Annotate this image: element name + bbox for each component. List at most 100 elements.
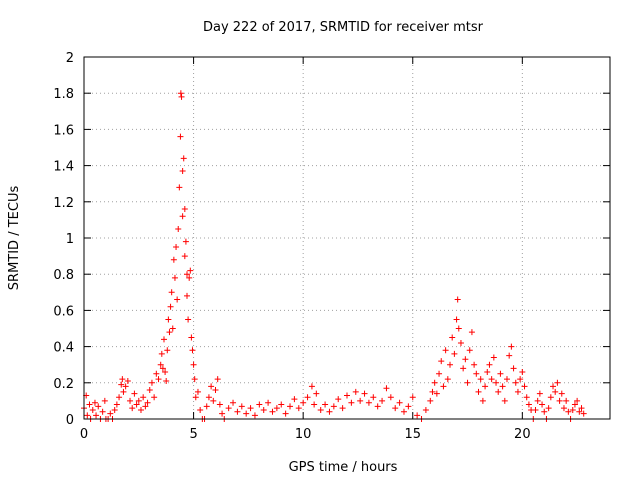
data-point: [352, 388, 359, 395]
data-point: [99, 408, 106, 415]
data-point: [214, 376, 221, 383]
x-tick-label: 15: [404, 427, 421, 442]
data-point: [571, 401, 578, 408]
data-point: [431, 379, 438, 386]
data-point: [396, 399, 403, 406]
data-point: [295, 405, 302, 412]
y-tick-label: 2: [66, 51, 74, 66]
data-point: [563, 397, 570, 404]
data-point: [357, 397, 364, 404]
data-point: [495, 388, 502, 395]
y-tick-label: 0.2: [53, 377, 74, 392]
x-tick-label: 5: [189, 427, 197, 442]
data-point: [107, 410, 114, 417]
data-point: [177, 133, 184, 140]
data-point: [488, 376, 495, 383]
chart-title: Day 222 of 2017, SRMTID for receiver mts…: [203, 20, 484, 35]
data-point: [473, 370, 480, 377]
data-point: [506, 352, 513, 359]
data-point: [181, 206, 188, 213]
data-point: [486, 361, 493, 368]
data-point: [171, 274, 178, 281]
data-points: [81, 90, 587, 422]
data-point: [348, 399, 355, 406]
data-point: [554, 379, 561, 386]
y-tick-label: 0.8: [53, 268, 74, 283]
data-point: [379, 397, 386, 404]
data-point: [519, 368, 526, 375]
data-point: [580, 410, 587, 417]
data-point: [466, 347, 473, 354]
data-point: [133, 401, 140, 408]
data-point: [158, 350, 165, 357]
data-point: [361, 390, 368, 397]
data-point: [539, 401, 546, 408]
data-point: [477, 376, 484, 383]
data-point: [142, 403, 149, 410]
data-point: [517, 376, 524, 383]
data-point: [512, 379, 519, 386]
data-point: [251, 412, 258, 419]
data-point: [116, 394, 123, 401]
data-point: [490, 354, 497, 361]
data-point: [460, 365, 467, 372]
data-point: [101, 397, 108, 404]
data-point: [317, 406, 324, 413]
data-point: [400, 408, 407, 415]
data-point: [137, 406, 144, 413]
data-point: [184, 292, 191, 299]
y-axis-label: SRMTID / TECUs: [7, 186, 22, 291]
data-point: [300, 399, 307, 406]
x-tick-labels: 0 5 10 15 20: [80, 427, 531, 442]
data-point: [468, 329, 475, 336]
data-point: [339, 405, 346, 412]
data-point: [163, 377, 170, 384]
data-point: [455, 325, 462, 332]
data-point: [151, 394, 158, 401]
data-point: [322, 401, 329, 408]
data-point: [508, 343, 515, 350]
data-point: [545, 405, 552, 412]
data-point: [525, 401, 532, 408]
data-point: [113, 401, 120, 408]
data-point: [521, 383, 528, 390]
data-point: [230, 399, 237, 406]
data-point: [387, 394, 394, 401]
data-point: [155, 376, 162, 383]
data-point: [482, 383, 489, 390]
data-point: [119, 376, 126, 383]
data-point: [140, 394, 147, 401]
data-point: [177, 90, 184, 97]
y-tick-label: 1: [66, 232, 74, 247]
x-axis-label: GPS time / hours: [289, 460, 398, 475]
data-point: [449, 334, 456, 341]
y-tick-label: 0.6: [53, 304, 74, 319]
data-point: [192, 394, 199, 401]
axis-ticks: [83, 56, 610, 420]
data-point: [429, 388, 436, 395]
data-point: [574, 397, 581, 404]
data-point: [556, 397, 563, 404]
data-point: [165, 316, 172, 323]
data-point: [169, 325, 176, 332]
data-point: [160, 336, 167, 343]
data-point: [184, 271, 191, 278]
data-point: [176, 184, 183, 191]
data-point: [247, 405, 254, 412]
data-point: [536, 390, 543, 397]
data-point: [234, 408, 241, 415]
data-point: [162, 368, 169, 375]
data-point: [243, 410, 250, 417]
data-point: [451, 350, 458, 357]
data-point: [84, 412, 91, 419]
data-point: [552, 388, 559, 395]
x-tick-label: 10: [295, 427, 312, 442]
data-point: [558, 390, 565, 397]
data-point: [191, 376, 198, 383]
data-point: [344, 392, 350, 399]
data-point: [178, 93, 185, 100]
data-point: [311, 401, 318, 408]
data-point: [120, 388, 127, 395]
data-point: [547, 394, 554, 401]
grid-lines: [84, 57, 610, 419]
